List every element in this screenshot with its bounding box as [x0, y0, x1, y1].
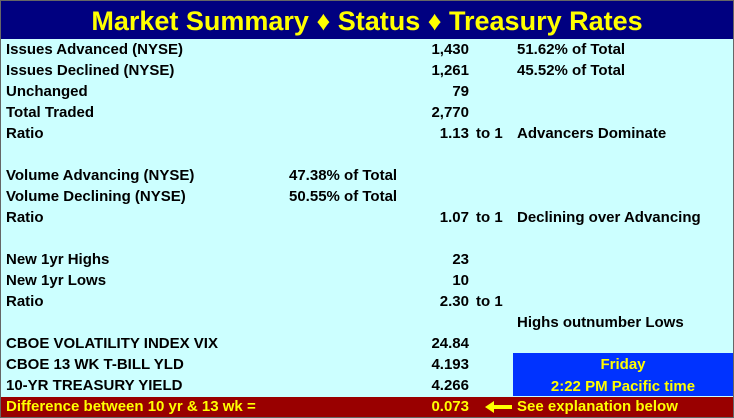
footer-label: Difference between 10 yr & 13 wk =: [6, 398, 256, 415]
row-note: Advancers Dominate: [517, 125, 667, 142]
row-suffix: to 1: [476, 209, 503, 226]
row-note: 45.52% of Total: [517, 62, 626, 79]
row-label: Total Traded: [6, 104, 95, 121]
row-label: Ratio: [6, 209, 44, 226]
row-label: New 1yr Highs: [6, 251, 110, 268]
row-suffix: to 1: [476, 293, 503, 310]
row-note: Highs outnumber Lows: [517, 314, 684, 331]
row-label: CBOE VOLATILITY INDEX VIX: [6, 335, 218, 352]
row-label: Ratio: [6, 125, 44, 142]
row-label: Volume Advancing (NYSE): [6, 167, 195, 184]
row-label: CBOE 13 WK T-BILL YLD: [6, 356, 184, 373]
arrow-icon: [485, 401, 512, 413]
row-value: 1,430: [431, 41, 469, 58]
row-label: Issues Declined (NYSE): [6, 62, 175, 79]
row-value: 2,770: [431, 104, 469, 121]
row-label: 10-YR TREASURY YIELD: [6, 377, 183, 394]
day: Friday: [600, 356, 646, 373]
row-value: 4.193: [431, 356, 469, 373]
row-label: Volume Declining (NYSE): [6, 188, 186, 205]
row-value: 23: [452, 251, 469, 268]
row-suffix: to 1: [476, 125, 503, 142]
row-label: Ratio: [6, 293, 44, 310]
row-note: Declining over Advancing: [517, 209, 701, 226]
footer-note: See explanation below: [517, 398, 678, 415]
timestamp-box: Friday 2:22 PM Pacific time: [513, 353, 733, 396]
footer: Difference between 10 yr & 13 wk = 0.073…: [1, 397, 733, 417]
row-label: Unchanged: [6, 83, 88, 100]
row-value: 24.84: [431, 335, 469, 352]
title: Market Summary ♦ Status ♦ Treasury Rates: [1, 1, 733, 39]
row-value: 79: [452, 83, 469, 100]
time: 2:22 PM Pacific time: [550, 378, 696, 395]
row-value: 10: [452, 272, 469, 289]
footer-value: 0.073: [431, 398, 469, 415]
row-value: 2.30: [439, 293, 469, 310]
row-value: 1.13: [439, 125, 469, 142]
row-share: 50.55% of Total: [289, 188, 398, 205]
row-value: 1.07: [439, 209, 469, 226]
row-label: Issues Advanced (NYSE): [6, 41, 184, 58]
row-label: New 1yr Lows: [6, 272, 107, 289]
row-share: 47.38% of Total: [289, 167, 398, 184]
row-value: 4.266: [431, 377, 469, 394]
row-note: 51.62% of Total: [517, 41, 626, 58]
row-value: 1,261: [431, 62, 469, 79]
